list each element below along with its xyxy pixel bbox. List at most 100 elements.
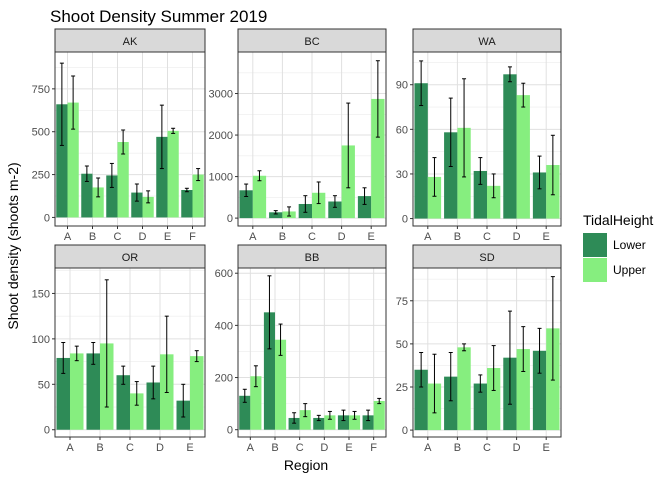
bar-lower-d <box>503 74 517 219</box>
legend: TidalHeight Lower Upper <box>583 212 653 282</box>
x-tick-label: B <box>454 231 461 243</box>
y-tick-label: 600 <box>215 268 233 280</box>
x-tick-label: D <box>156 442 164 454</box>
y-tick-label: 1000 <box>209 172 233 184</box>
y-tick-label: 0 <box>227 425 233 437</box>
bar-upper-d <box>142 196 154 218</box>
bar-upper-f <box>373 401 385 430</box>
x-tick-label: B <box>89 231 96 243</box>
y-tick-label: 250 <box>32 170 50 182</box>
x-tick-label: C <box>114 231 122 243</box>
y-tick-label: 0 <box>402 425 408 437</box>
bar-upper-e <box>371 98 385 219</box>
bar-lower-d <box>131 192 143 218</box>
bar-lower-c <box>116 375 130 430</box>
bar-lower-a <box>414 369 428 431</box>
bar-upper-f <box>192 174 204 218</box>
y-tick-label: 200 <box>215 373 233 385</box>
y-tick-label: 2000 <box>209 130 233 142</box>
legend-swatch-lower <box>583 233 607 257</box>
bar-lower-b <box>269 212 283 219</box>
panel-sd: SD 0 25 50 75 A B C D E <box>396 244 562 454</box>
legend-title: TidalHeight <box>583 212 653 228</box>
y-tick-label: 75 <box>396 296 408 308</box>
x-tick-label: C <box>296 442 304 454</box>
strip-label-bb: BB <box>305 252 320 264</box>
x-tick-label: C <box>483 231 491 243</box>
x-tick-label: A <box>424 231 432 243</box>
bar-lower-a <box>239 395 251 430</box>
x-tick-label: E <box>368 231 375 243</box>
y-tick-label: 30 <box>396 169 408 181</box>
panel-ak: AK 0 250 500 750 A B C D E F <box>32 28 206 243</box>
x-tick-label: C <box>308 231 316 243</box>
x-tick-label: A <box>64 231 72 243</box>
bar-upper-e <box>349 415 361 430</box>
y-tick-label: 0 <box>227 213 233 225</box>
x-tick-label: D <box>513 231 521 243</box>
plot-area-ak <box>55 52 205 226</box>
y-tick-label: 25 <box>396 382 408 394</box>
panel-border-or <box>54 267 206 438</box>
strip-label-wa: WA <box>478 36 496 48</box>
bar-lower-b <box>263 312 275 430</box>
bar-lower-d <box>313 417 325 430</box>
bar-upper-a <box>252 175 267 219</box>
y-tick-label: 90 <box>396 80 408 92</box>
x-tick-label: E <box>186 442 193 454</box>
bar-lower-c <box>473 170 487 219</box>
bar-lower-e <box>156 136 168 218</box>
bar-lower-b <box>444 132 458 219</box>
bar-upper-d <box>516 349 530 431</box>
x-tick-label: D <box>139 231 147 243</box>
x-tick-label: B <box>271 442 278 454</box>
bar-lower-e <box>357 196 372 219</box>
bar-upper-a <box>67 102 79 218</box>
legend-label-lower: Lower <box>613 238 646 252</box>
x-tick-label: E <box>543 442 550 454</box>
y-axis-label: Shoot density (shoots m-2) <box>5 162 21 329</box>
x-axis-label: Region <box>284 457 328 473</box>
strip-label-ak: AK <box>123 36 138 48</box>
bar-lower-d <box>146 382 160 430</box>
panel-wa: WA 0 30 60 90 A B C D E <box>396 28 562 243</box>
panel-border-bb <box>237 267 387 438</box>
bar-lower-e <box>532 172 547 219</box>
legend-label-upper: Upper <box>613 263 646 277</box>
x-tick-label: A <box>249 231 257 243</box>
legend-swatch-upper <box>583 258 607 282</box>
bar-lower-c <box>106 175 118 218</box>
y-tick-label: 100 <box>32 334 50 346</box>
bar-upper-c <box>487 185 501 219</box>
bar-lower-b <box>81 173 93 218</box>
bar-upper-a <box>70 353 84 430</box>
plot-area-bb <box>238 268 386 437</box>
bar-lower-a <box>56 104 68 218</box>
bar-lower-c <box>473 383 487 431</box>
x-tick-label: B <box>454 442 461 454</box>
bar-upper-c <box>299 410 311 430</box>
x-tick-label: B <box>279 231 286 243</box>
y-tick-label: 0 <box>402 214 408 226</box>
strip-label-bc: BC <box>304 36 319 48</box>
bar-upper-a <box>250 376 262 430</box>
bar-upper-c <box>117 142 129 218</box>
y-tick-label: 0 <box>44 425 50 437</box>
bar-lower-e <box>337 415 349 430</box>
bar-upper-d <box>516 95 530 219</box>
x-tick-label: E <box>543 231 550 243</box>
x-tick-label: A <box>66 442 74 454</box>
bar-lower-b <box>444 376 458 431</box>
bar-upper-b <box>92 187 104 218</box>
y-tick-label: 60 <box>396 124 408 136</box>
bar-lower-f <box>181 190 193 218</box>
bar-upper-c <box>487 368 501 431</box>
bar-lower-c <box>288 417 300 430</box>
x-tick-label: A <box>424 442 432 454</box>
y-tick-label: 50 <box>38 379 50 391</box>
y-tick-label: 150 <box>32 288 50 300</box>
bar-upper-c <box>130 393 144 430</box>
panel-or: OR 0 50 100 150 A B C D E <box>32 244 206 454</box>
